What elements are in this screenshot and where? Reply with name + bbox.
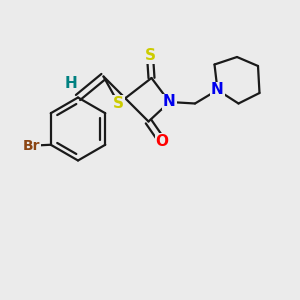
Text: N: N <box>163 94 176 110</box>
Text: N: N <box>211 82 224 98</box>
Text: Br: Br <box>22 139 40 153</box>
Text: H: H <box>64 76 77 91</box>
Text: S: S <box>113 96 124 111</box>
Text: S: S <box>145 48 155 63</box>
Text: O: O <box>155 134 169 148</box>
